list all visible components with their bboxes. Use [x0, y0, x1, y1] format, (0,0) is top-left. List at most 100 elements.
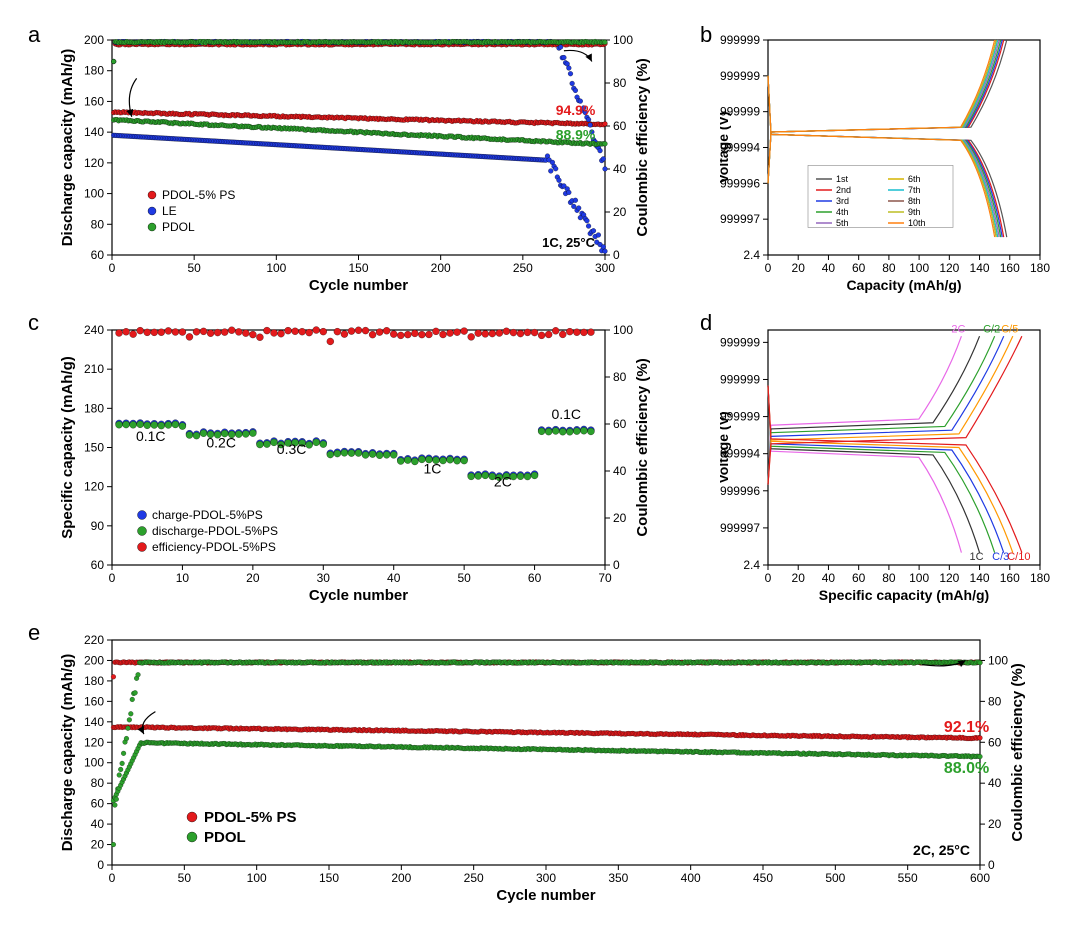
svg-text:60: 60 — [852, 261, 866, 275]
svg-text:180: 180 — [84, 401, 104, 415]
svg-text:Voltage (V): Voltage (V) — [720, 111, 731, 183]
svg-text:120: 120 — [84, 156, 104, 170]
svg-text:2.4: 2.4 — [743, 558, 760, 572]
svg-text:50: 50 — [187, 261, 201, 275]
svg-text:20: 20 — [792, 571, 806, 585]
svg-text:PDOL: PDOL — [204, 829, 246, 846]
panel-d-svg: 020406080100120140160180Specific capacit… — [720, 320, 1050, 610]
svg-text:0: 0 — [988, 858, 995, 872]
svg-text:9th: 9th — [908, 207, 921, 217]
svg-text:Specific capacity (mAh/g): Specific capacity (mAh/g) — [59, 356, 76, 539]
svg-text:1C: 1C — [970, 551, 984, 563]
panel-a-svg: 050100150200250300Cycle number6080100120… — [50, 30, 670, 300]
svg-text:Cycle number: Cycle number — [496, 887, 595, 904]
svg-text:180: 180 — [1030, 261, 1050, 275]
svg-text:60: 60 — [613, 417, 627, 431]
svg-text:2.6999999999999997: 2.6999999999999997 — [720, 521, 760, 535]
svg-text:350: 350 — [608, 871, 628, 885]
svg-text:0: 0 — [765, 261, 772, 275]
svg-text:30: 30 — [317, 571, 331, 585]
svg-text:250: 250 — [513, 261, 533, 275]
panel-label-d: d — [700, 310, 712, 336]
panel-c-svg: 010203040506070Cycle number6090120150180… — [50, 320, 670, 610]
svg-text:150: 150 — [84, 441, 104, 455]
svg-text:2.9999999999999996: 2.9999999999999996 — [720, 484, 760, 498]
svg-text:Discharge capacity (mAh/g): Discharge capacity (mAh/g) — [59, 49, 76, 247]
svg-text:40: 40 — [387, 571, 401, 585]
svg-text:PDOL: PDOL — [162, 220, 195, 234]
svg-text:70: 70 — [598, 571, 612, 585]
panel-label-e: e — [28, 620, 40, 646]
svg-text:150: 150 — [319, 871, 339, 885]
svg-text:200: 200 — [391, 871, 411, 885]
svg-text:140: 140 — [970, 571, 990, 585]
svg-text:80: 80 — [882, 571, 896, 585]
svg-text:60: 60 — [91, 797, 105, 811]
svg-text:300: 300 — [595, 261, 615, 275]
svg-text:40: 40 — [91, 817, 105, 831]
svg-text:60: 60 — [91, 558, 105, 572]
svg-text:250: 250 — [464, 871, 484, 885]
svg-text:88.9%: 88.9% — [556, 126, 596, 142]
svg-text:160: 160 — [1000, 261, 1020, 275]
svg-text:20: 20 — [613, 205, 627, 219]
svg-text:C/10: C/10 — [1007, 551, 1030, 563]
panel-a: 050100150200250300Cycle number6080100120… — [50, 30, 670, 300]
svg-text:120: 120 — [84, 480, 104, 494]
svg-text:0: 0 — [97, 858, 104, 872]
svg-text:efficiency-PDOL-5%PS: efficiency-PDOL-5%PS — [152, 540, 276, 554]
svg-text:1C, 25°C: 1C, 25°C — [542, 235, 596, 250]
svg-text:0: 0 — [109, 871, 116, 885]
svg-text:10: 10 — [176, 571, 190, 585]
svg-text:Specific capacity (mAh/g): Specific capacity (mAh/g) — [819, 587, 989, 603]
svg-text:8th: 8th — [908, 196, 921, 206]
svg-text:PDOL-5% PS: PDOL-5% PS — [204, 809, 297, 826]
svg-text:100: 100 — [613, 33, 633, 47]
svg-text:600: 600 — [970, 871, 990, 885]
svg-text:80: 80 — [91, 217, 105, 231]
svg-text:0.2C: 0.2C — [206, 435, 236, 451]
svg-text:7th: 7th — [908, 185, 921, 195]
svg-text:92.1%: 92.1% — [944, 719, 989, 736]
panel-b-svg: 020406080100120140160180Capacity (mAh/g)… — [720, 30, 1050, 300]
svg-text:4.199999999999999: 4.199999999999999 — [720, 33, 760, 47]
svg-text:120: 120 — [939, 261, 959, 275]
svg-text:2.6999999999999997: 2.6999999999999997 — [720, 212, 760, 226]
svg-text:20: 20 — [988, 817, 1002, 831]
svg-text:100: 100 — [909, 571, 929, 585]
svg-text:charge-PDOL-5%PS: charge-PDOL-5%PS — [152, 508, 263, 522]
svg-text:0: 0 — [109, 571, 116, 585]
svg-text:0: 0 — [765, 571, 772, 585]
svg-text:60: 60 — [852, 571, 866, 585]
svg-text:180: 180 — [84, 674, 104, 688]
svg-text:4.199999999999999: 4.199999999999999 — [720, 335, 760, 349]
svg-text:60: 60 — [613, 119, 627, 133]
svg-text:4th: 4th — [836, 207, 849, 217]
panel-label-c: c — [28, 310, 39, 336]
svg-text:20: 20 — [792, 261, 806, 275]
svg-text:100: 100 — [909, 261, 929, 275]
svg-text:2C: 2C — [951, 323, 965, 335]
svg-text:1st: 1st — [836, 174, 849, 184]
svg-text:180: 180 — [84, 64, 104, 78]
svg-text:50: 50 — [457, 571, 471, 585]
svg-text:80: 80 — [91, 776, 105, 790]
svg-text:Coulombic efficiency (%): Coulombic efficiency (%) — [634, 58, 651, 236]
panel-label-a: a — [28, 22, 40, 48]
svg-text:Voltage (V): Voltage (V) — [720, 411, 731, 483]
svg-text:20: 20 — [91, 838, 105, 852]
svg-text:6th: 6th — [908, 174, 921, 184]
svg-text:2nd: 2nd — [836, 185, 851, 195]
svg-text:90: 90 — [91, 519, 105, 533]
svg-text:300: 300 — [536, 871, 556, 885]
svg-text:50: 50 — [178, 871, 192, 885]
svg-text:Cycle number: Cycle number — [309, 277, 408, 294]
svg-text:100: 100 — [84, 756, 104, 770]
svg-text:0: 0 — [613, 248, 620, 262]
panel-b: 020406080100120140160180Capacity (mAh/g)… — [720, 30, 1050, 300]
svg-text:Coulombic efficiency (%): Coulombic efficiency (%) — [634, 358, 651, 536]
svg-text:40: 40 — [613, 464, 627, 478]
svg-text:PDOL-5% PS: PDOL-5% PS — [162, 188, 235, 202]
panel-c: 010203040506070Cycle number6090120150180… — [50, 320, 670, 610]
svg-text:100: 100 — [266, 261, 286, 275]
